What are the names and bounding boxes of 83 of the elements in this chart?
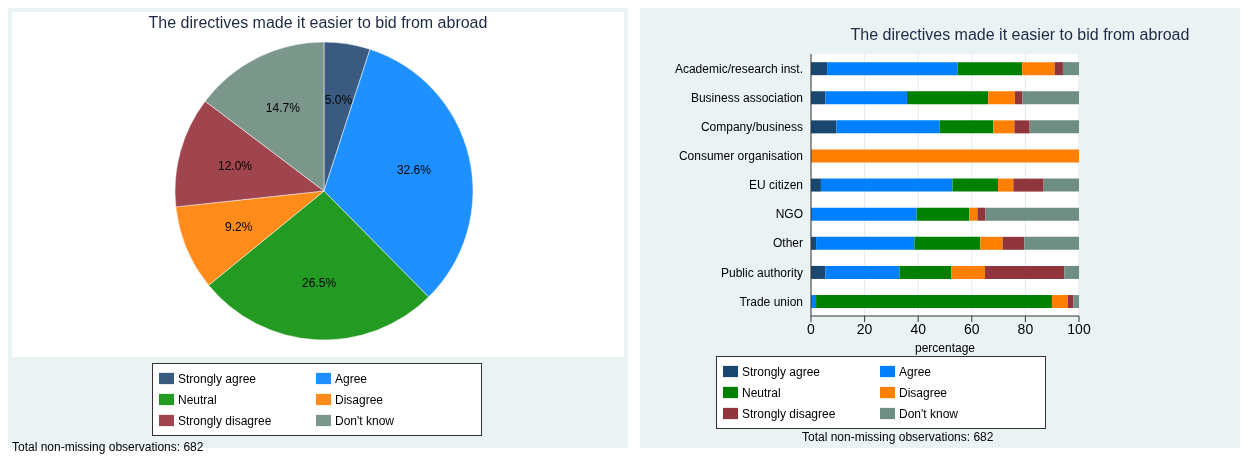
- bar: [957, 62, 1023, 76]
- bar: [1013, 178, 1044, 192]
- bar: [998, 178, 1014, 192]
- legend-label: Strongly disagree: [178, 413, 273, 430]
- bar: [825, 91, 907, 105]
- y-tick-label: NGO: [775, 207, 803, 222]
- bar: [836, 120, 940, 134]
- legend-label: Disagree: [899, 385, 949, 402]
- legend-label: Disagree: [335, 392, 385, 409]
- x-tick-label: 60: [964, 320, 980, 337]
- bar: [984, 265, 1065, 279]
- legend-label: Strongly agree: [742, 364, 822, 381]
- bar: [977, 207, 986, 221]
- bar: [811, 62, 828, 76]
- bar: [1073, 295, 1079, 309]
- bar: [1024, 236, 1079, 250]
- data-label: 14.7%: [265, 101, 301, 116]
- legend-label: Don't know: [335, 413, 395, 430]
- y-tick-label: Academic/research inst.: [674, 61, 803, 76]
- bar: [825, 265, 900, 279]
- bar: [952, 178, 999, 192]
- bar: [811, 207, 917, 221]
- data-label: 5.0%: [324, 92, 353, 107]
- legend-label: Strongly disagree: [742, 406, 837, 423]
- legend-label: Agree: [335, 371, 369, 388]
- text: Total non-missing observations: 682: [12, 440, 204, 454]
- bar: [1014, 91, 1023, 105]
- y-tick-label: Company/business: [700, 120, 803, 135]
- bar: [811, 120, 837, 134]
- y-tick-label: Public authority: [720, 265, 803, 280]
- x-tick-label: 80: [1017, 320, 1034, 337]
- bar: [1022, 62, 1055, 76]
- y-tick-label: EU citizen: [748, 178, 803, 193]
- bar: [1014, 120, 1030, 134]
- y-tick-label: Consumer organisation: [678, 149, 803, 164]
- bar: [969, 207, 978, 221]
- x-tick-label: 40: [910, 320, 927, 337]
- bar: [811, 149, 1079, 163]
- bar: [811, 178, 821, 192]
- y-tick-label: Trade union: [739, 294, 803, 309]
- legend-label: Strongly agree: [178, 371, 258, 388]
- bar: [1064, 265, 1079, 279]
- bar: [1054, 62, 1063, 76]
- bar: [899, 265, 952, 279]
- y-tick-label: Other: [772, 236, 803, 251]
- bar: [985, 207, 1079, 221]
- bar: [816, 236, 915, 250]
- bar: [811, 265, 826, 279]
- data-label: 9.2%: [225, 219, 253, 234]
- chart-title: The directives made it easier to bid from abroad: [147, 13, 489, 33]
- bar: [827, 62, 958, 76]
- y-tick-label: Business association: [690, 90, 803, 105]
- legend-label: Neutral: [178, 392, 218, 409]
- bar: [906, 91, 989, 105]
- bar: [914, 236, 981, 250]
- bar: [988, 91, 1015, 105]
- chart-title: The directives made it easier to bid from abroad: [849, 25, 1191, 45]
- bar: [816, 295, 1052, 309]
- bar: [980, 236, 1003, 250]
- bar: [1068, 295, 1074, 309]
- x-tick-label: 20: [856, 320, 873, 337]
- bar: [1022, 91, 1079, 105]
- bar: [1002, 236, 1025, 250]
- bar: [811, 91, 826, 105]
- bar: [820, 178, 953, 192]
- legend-label: Agree: [899, 364, 933, 381]
- x-axis-title: percentage: [914, 341, 976, 355]
- legend-label: Don't know: [899, 406, 959, 423]
- data-label: 26.5%: [302, 276, 337, 291]
- bar: [993, 120, 1015, 134]
- bar: [1029, 120, 1079, 134]
- data-label: 32.6%: [396, 162, 432, 177]
- bar: [1051, 295, 1069, 309]
- bar: [951, 265, 985, 279]
- bar: [939, 120, 994, 134]
- bar: [916, 207, 970, 221]
- bar: [1062, 62, 1079, 76]
- x-tick-label: 0: [807, 320, 816, 337]
- x-tick-label: 100: [1067, 320, 1091, 337]
- data-label: 12.0%: [217, 159, 253, 174]
- text: Total non-missing observations: 682: [802, 430, 994, 444]
- bar: [1043, 178, 1079, 192]
- legend-label: Neutral: [742, 385, 782, 402]
